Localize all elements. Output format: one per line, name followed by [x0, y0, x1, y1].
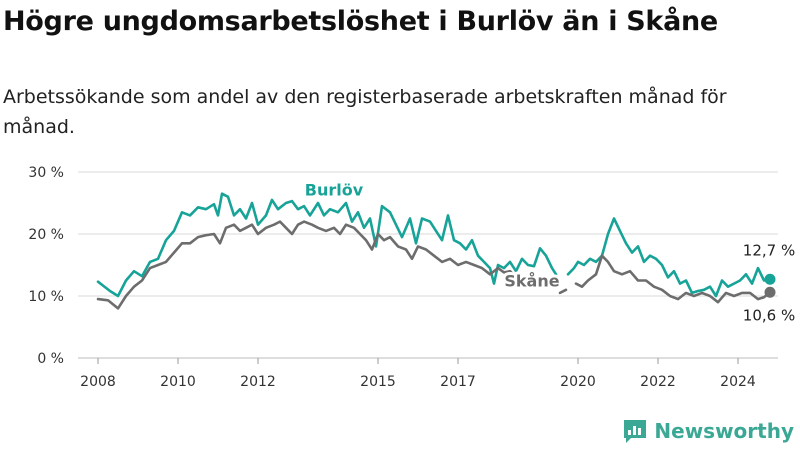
series-label-halo: Burlöv — [305, 181, 364, 200]
x-tick-label: 2017 — [440, 374, 476, 390]
brand-name: Newsworthy — [654, 419, 794, 443]
y-tick-label: 30 % — [28, 165, 64, 181]
series-line-skane — [96, 220, 772, 310]
x-tick-label: 2008 — [80, 374, 116, 390]
y-tick-label: 20 % — [28, 227, 64, 243]
series-line-burlov — [96, 192, 772, 298]
end-value-label: 12,7 % — [743, 241, 795, 259]
series-label: Skåne — [504, 272, 559, 291]
newsworthy-logo-icon — [624, 420, 647, 443]
end-point-marker — [764, 273, 776, 285]
series-label: Burlöv — [305, 181, 364, 200]
chart-title: Högre ungdomsarbetslöshet i Burlöv än i … — [3, 6, 718, 37]
end-value-label: 10,6 % — [743, 306, 795, 324]
x-tick-label: 2020 — [560, 374, 596, 390]
chart-subtitle: Arbetssökande som andel av den registerb… — [3, 86, 727, 138]
x-tick-label: 2024 — [720, 374, 756, 390]
brand-logo: Newsworthy — [622, 418, 794, 444]
x-tick-label: 2012 — [240, 374, 276, 390]
y-tick-label: 10 % — [28, 289, 64, 305]
x-tick-label: 2022 — [640, 374, 676, 390]
x-tick-label: 2010 — [160, 374, 196, 390]
end-point-marker — [764, 286, 776, 298]
series-label-halo: Skåne — [504, 272, 559, 291]
x-tick-label: 2015 — [360, 374, 396, 390]
y-tick-label: 0 % — [37, 351, 64, 367]
